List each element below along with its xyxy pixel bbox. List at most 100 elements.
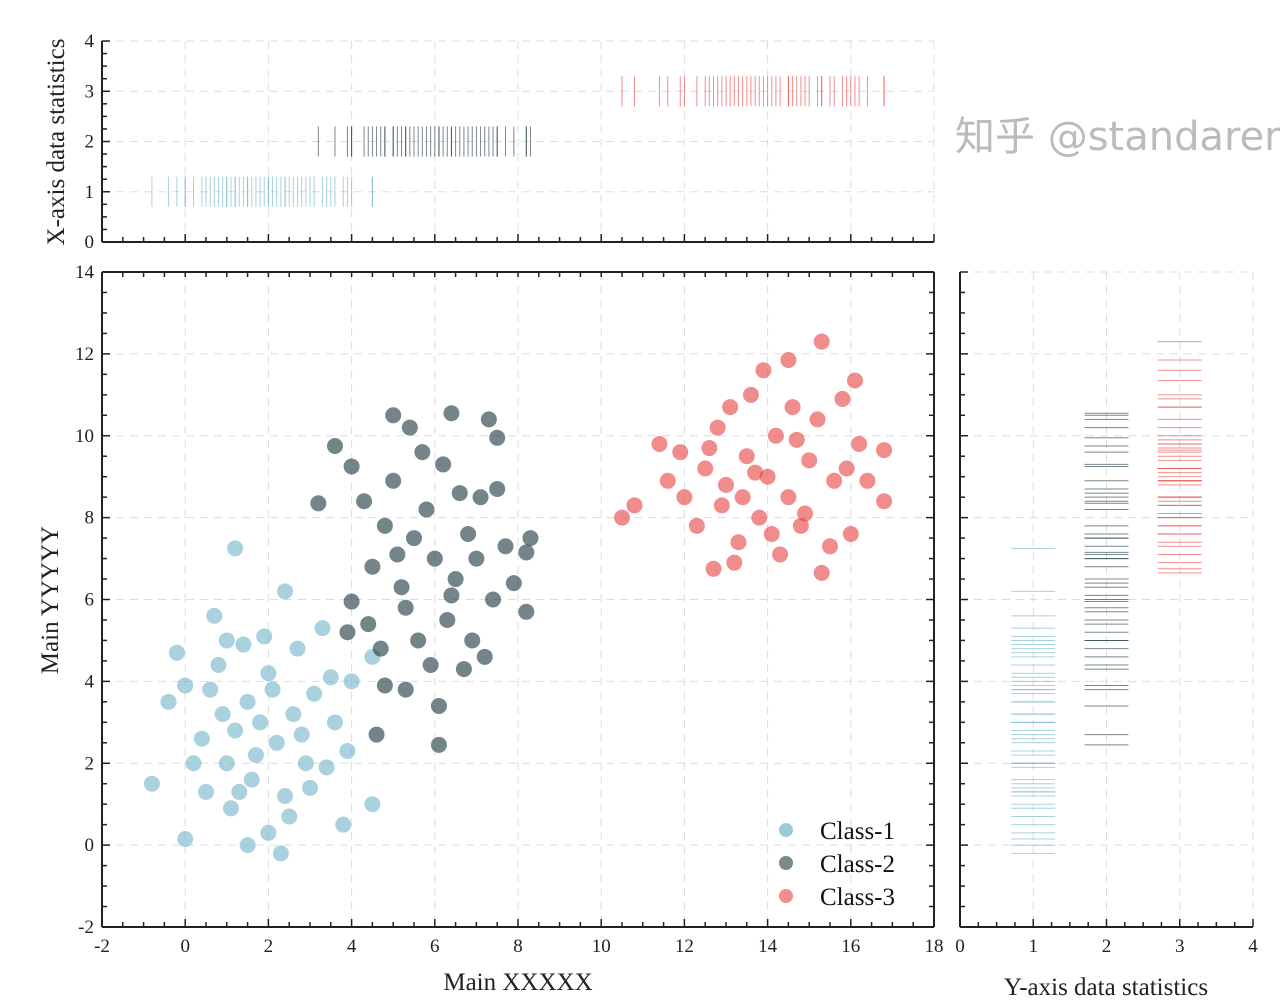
scatter-point-class-1 (185, 755, 202, 772)
scatter-point-class-2 (376, 517, 393, 534)
scatter-point-class-1 (306, 685, 323, 702)
scatter-point-class-3 (826, 472, 843, 489)
scatter-point-class-3 (730, 534, 747, 551)
scatter-point-class-1 (335, 816, 352, 833)
main-y-tick-label: -2 (78, 917, 94, 938)
scatter-point-class-3 (813, 333, 830, 350)
scatter-point-class-1 (218, 755, 235, 772)
main-x-tick-label: 14 (758, 936, 778, 957)
scatter-point-class-1 (206, 607, 223, 624)
scatter-point-class-1 (177, 677, 194, 694)
scatter-point-class-2 (339, 624, 356, 641)
scatter-point-class-2 (472, 489, 489, 506)
scatter-point-class-3 (672, 444, 689, 461)
scatter-point-class-2 (443, 587, 460, 604)
scatter-point-class-2 (368, 726, 385, 743)
scatter-point-class-2 (455, 661, 472, 678)
right-x-tick-label: 0 (955, 936, 965, 957)
main-x-tick-label: 0 (180, 936, 190, 957)
scatter-point-class-3 (713, 497, 730, 514)
top-y-tick-label: 3 (85, 81, 95, 102)
scatter-point-class-3 (797, 505, 814, 522)
scatter-point-class-1 (247, 747, 264, 764)
scatter-point-class-2 (410, 632, 427, 649)
scatter-point-class-1 (364, 796, 381, 813)
main-y-tick-label: 8 (85, 508, 95, 529)
scatter-point-class-3 (813, 564, 830, 581)
main-x-tick-label: 12 (675, 936, 694, 957)
scatter-point-class-1 (260, 665, 277, 682)
top-y-tick-label: 0 (85, 232, 95, 253)
scatter-point-class-3 (846, 372, 863, 389)
legend-label-class-3: Class-3 (820, 884, 895, 911)
scatter-point-class-1 (297, 755, 314, 772)
scatter-point-class-2 (489, 480, 506, 497)
scatter-point-class-1 (218, 632, 235, 649)
scatter-point-class-3 (614, 509, 630, 526)
main-x-tick-label: 2 (264, 936, 274, 957)
scatter-point-class-2 (518, 603, 535, 620)
scatter-point-class-3 (701, 440, 718, 457)
scatter-point-class-3 (772, 546, 789, 563)
scatter-point-class-3 (784, 399, 801, 416)
scatter-point-class-2 (489, 429, 506, 446)
scatter-point-class-1 (285, 706, 302, 723)
scatter-point-class-1 (326, 714, 343, 731)
scatter-point-class-3 (726, 554, 743, 571)
scatter-point-class-1 (235, 636, 252, 653)
scatter-point-class-3 (722, 399, 739, 416)
scatter-point-class-2 (356, 493, 373, 510)
scatter-point-class-1 (339, 742, 356, 759)
scatter-point-class-2 (376, 677, 393, 694)
scatter-point-class-2 (418, 501, 435, 518)
legend-label-class-2: Class-2 (820, 851, 895, 878)
scatter-point-class-2 (430, 736, 447, 753)
scatter-point-class-1 (214, 706, 231, 723)
scatter-point-class-3 (767, 427, 784, 444)
scatter-point-class-2 (522, 530, 539, 547)
scatter-point-class-2 (505, 575, 522, 592)
scatter-point-class-1 (322, 669, 339, 686)
scatter-point-class-2 (497, 538, 514, 555)
main-y-tick-label: 10 (75, 426, 94, 447)
scatter-point-class-3 (734, 489, 751, 506)
scatter-point-class-3 (718, 476, 734, 493)
scatter-point-class-2 (360, 616, 377, 633)
scatter-point-class-3 (626, 497, 643, 514)
scatter-point-class-3 (834, 390, 851, 407)
scatter-point-class-1 (318, 759, 335, 776)
main-x-tick-label: 4 (347, 936, 357, 957)
scatter-point-class-3 (801, 452, 818, 469)
right-x-tick-label: 1 (1029, 936, 1039, 957)
legend-marker-class-2 (779, 856, 793, 870)
scatter-point-class-1 (177, 830, 194, 847)
scatter-point-class-1 (193, 730, 210, 747)
scatter-point-class-3 (851, 435, 868, 452)
legend-label-class-1: Class-1 (820, 818, 895, 845)
scatter-point-class-2 (476, 648, 493, 665)
scatter-point-class-2 (468, 550, 485, 567)
scatter-point-class-1 (198, 783, 214, 800)
main-y-tick-label: 14 (75, 262, 95, 283)
scatter-point-class-1 (281, 808, 298, 825)
scatter-point-class-2 (343, 458, 360, 475)
scatter-point-class-2 (397, 681, 414, 698)
main-x-tick-label: 10 (592, 936, 611, 957)
main-x-tick-label: 8 (513, 936, 523, 957)
scatter-point-class-3 (688, 517, 705, 534)
right-x-tick-label: 2 (1102, 936, 1112, 957)
scatter-point-class-3 (747, 464, 764, 481)
scatter-point-class-3 (859, 472, 876, 489)
scatter-point-class-3 (742, 386, 759, 403)
scatter-point-class-1 (231, 783, 248, 800)
main-x-tick-label: 18 (925, 936, 944, 957)
scatter-point-class-3 (780, 489, 797, 506)
scatter-point-class-1 (239, 693, 256, 710)
scatter-point-class-1 (222, 800, 239, 817)
scatter-point-class-2 (343, 593, 360, 610)
scatter-point-class-2 (485, 591, 502, 608)
scatter-point-class-1 (302, 779, 318, 796)
scatter-point-class-3 (792, 517, 809, 534)
legend-marker-class-3 (779, 889, 793, 903)
scatter-point-class-3 (759, 468, 776, 485)
